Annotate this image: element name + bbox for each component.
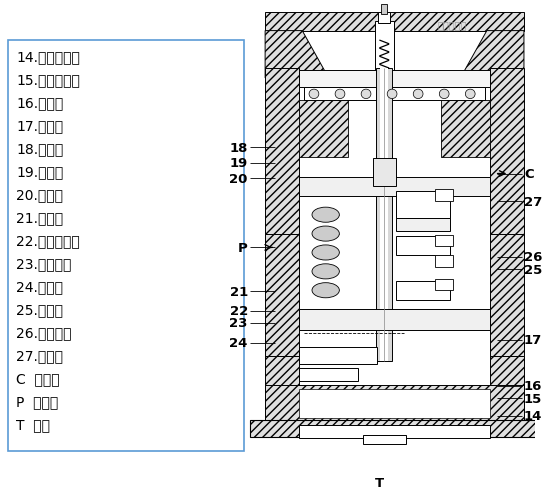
Bar: [435, 279, 453, 291]
Circle shape: [413, 90, 423, 100]
Circle shape: [309, 90, 319, 100]
Text: T: T: [375, 476, 384, 488]
Text: 22: 22: [229, 305, 248, 318]
Text: C: C: [524, 168, 533, 181]
Circle shape: [361, 90, 371, 100]
Ellipse shape: [312, 264, 340, 279]
Text: 21: 21: [229, 285, 248, 298]
Bar: [396, 192, 450, 218]
Bar: [435, 256, 453, 267]
Text: 20.放油孔: 20.放油孔: [16, 188, 63, 202]
Text: 16: 16: [524, 380, 542, 392]
Text: 18: 18: [229, 142, 248, 154]
Bar: [435, 190, 453, 201]
Text: 27.下套筒: 27.下套筒: [16, 348, 63, 362]
Text: 19.调节阀: 19.调节阀: [16, 165, 63, 179]
Text: 22.喷油进油孔: 22.喷油进油孔: [16, 234, 80, 248]
Text: P  动力油: P 动力油: [16, 394, 58, 408]
Text: 21.调节阀: 21.调节阀: [16, 211, 63, 225]
Bar: [490, 234, 524, 357]
Bar: [375, 22, 394, 79]
Text: C  二次油: C 二次油: [16, 371, 60, 385]
Bar: [363, 435, 406, 444]
Bar: [490, 357, 524, 427]
Text: 16.转动盘: 16.转动盘: [16, 96, 63, 110]
Text: 19: 19: [229, 157, 248, 170]
Text: 25.上套筒: 25.上套筒: [16, 303, 63, 316]
Text: 17: 17: [524, 333, 542, 346]
Bar: [251, 420, 538, 437]
Bar: [435, 235, 453, 246]
Text: 15: 15: [524, 392, 542, 405]
Text: 25: 25: [524, 263, 542, 276]
Text: 17.滑阀体: 17.滑阀体: [16, 119, 63, 133]
Circle shape: [440, 90, 449, 100]
Text: P: P: [238, 242, 248, 254]
Polygon shape: [265, 32, 329, 79]
Text: 15.推力球轴承: 15.推力球轴承: [16, 73, 80, 87]
Circle shape: [387, 90, 397, 100]
Bar: [376, 69, 392, 361]
Text: 20: 20: [229, 172, 248, 185]
Bar: [299, 389, 490, 418]
Bar: [372, 159, 396, 187]
Text: 24.喷油孔: 24.喷油孔: [16, 280, 63, 293]
Bar: [265, 69, 299, 234]
Bar: [396, 218, 450, 231]
Ellipse shape: [312, 245, 340, 261]
Bar: [265, 13, 524, 32]
Bar: [265, 234, 299, 357]
Text: 26.中间套筒: 26.中间套筒: [16, 325, 72, 339]
Bar: [8, 41, 244, 450]
Ellipse shape: [312, 226, 340, 242]
Bar: [381, 69, 388, 361]
Text: T  回油: T 回油: [16, 417, 50, 431]
Bar: [396, 237, 450, 256]
Bar: [265, 357, 299, 427]
Text: 燃化工联盟: 燃化工联盟: [437, 20, 467, 30]
Text: 14.错油门弹簧: 14.错油门弹簧: [16, 51, 80, 64]
Bar: [396, 281, 450, 300]
Bar: [378, 13, 390, 24]
Polygon shape: [460, 32, 524, 79]
Text: 23.测速套筒: 23.测速套筒: [16, 257, 72, 271]
Bar: [265, 385, 524, 423]
Text: 26: 26: [524, 251, 542, 264]
Text: 24: 24: [229, 337, 248, 350]
Text: 14: 14: [524, 409, 542, 423]
Bar: [299, 347, 377, 364]
Ellipse shape: [312, 283, 340, 298]
Bar: [299, 309, 490, 330]
Bar: [441, 101, 490, 158]
Text: 23: 23: [229, 317, 248, 329]
Circle shape: [465, 90, 475, 100]
Text: 18.泄油孔: 18.泄油孔: [16, 142, 63, 156]
Bar: [381, 5, 387, 15]
Bar: [304, 88, 485, 101]
Circle shape: [335, 90, 345, 100]
Bar: [299, 71, 490, 88]
Ellipse shape: [312, 208, 340, 223]
Bar: [299, 426, 490, 439]
Bar: [299, 178, 490, 196]
Bar: [490, 69, 524, 234]
Bar: [299, 101, 348, 158]
Bar: [299, 368, 358, 381]
Text: 27: 27: [524, 195, 542, 208]
